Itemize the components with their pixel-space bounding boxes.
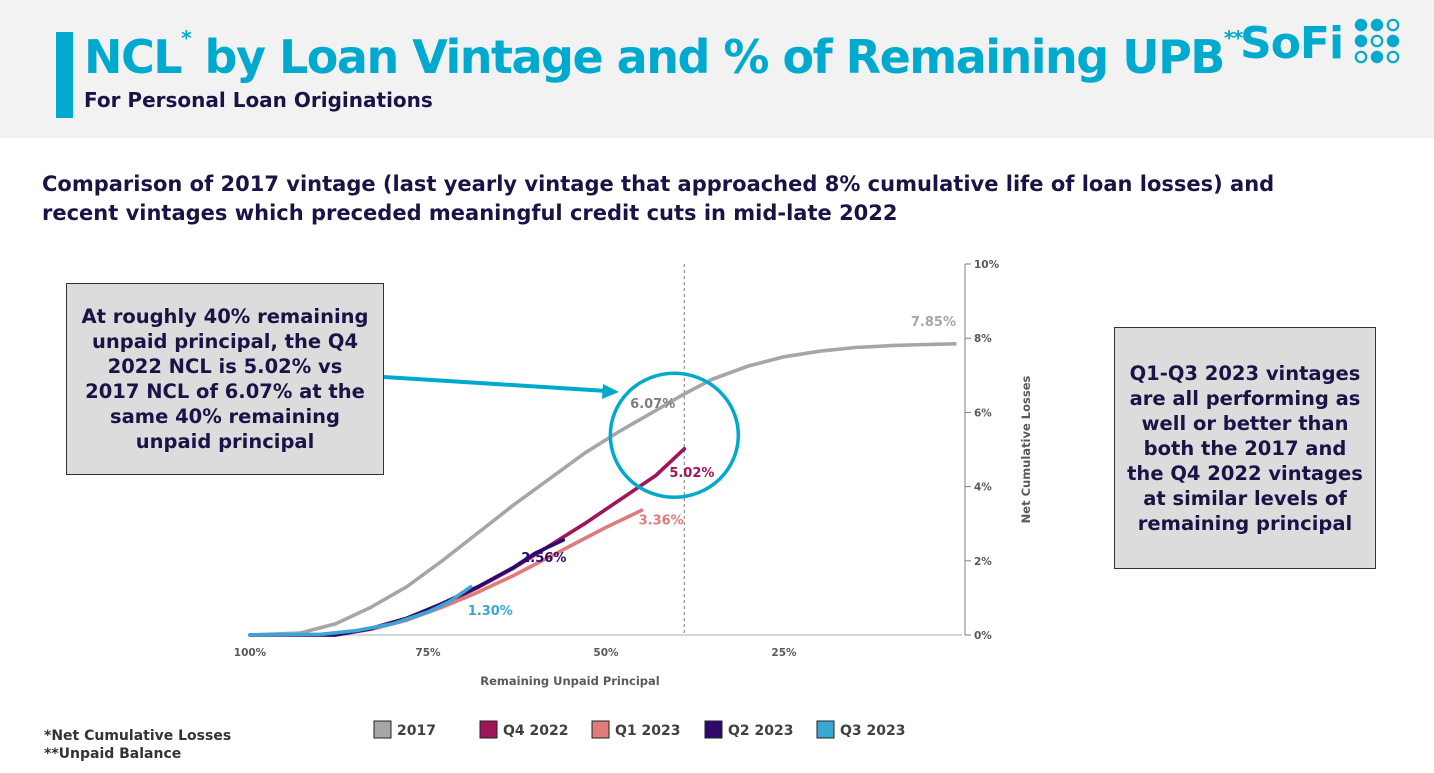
page-subtitle: For Personal Loan Originations — [84, 88, 433, 112]
callout-arrow-head — [602, 384, 619, 399]
footnote-ncl: *Net Cumulative Losses — [44, 728, 232, 744]
page-title: NCL* by Loan Vintage and % of Remaining … — [84, 26, 1243, 84]
header-band — [0, 0, 1434, 138]
legend-swatch-q2-2023 — [704, 720, 723, 739]
legend-label-q4-2022: Q4 2022 — [503, 723, 568, 739]
series-line-2017 — [248, 341, 957, 637]
footnotes: *Net Cumulative Losses **Unpaid Balance — [44, 727, 231, 763]
legend-label-2017: 2017 — [397, 723, 436, 739]
data-label-q1-2023: 3.36% — [639, 513, 684, 528]
callout-right: Q1-Q3 2023 vintages are all performing a… — [1114, 327, 1376, 569]
legend-swatch-q4-2022 — [479, 720, 498, 739]
legend-swatch-q1-2023 — [591, 720, 610, 739]
data-label-2017: 7.85% — [911, 315, 956, 330]
x-tick-label: 50% — [593, 647, 619, 659]
chart-heading: Comparison of 2017 vintage (last yearly … — [42, 172, 1275, 225]
callout-left: At roughly 40% remaining unpaid principa… — [66, 283, 384, 475]
y-tick-label: 6% — [974, 407, 992, 419]
y-tick-label: 10% — [974, 259, 1000, 271]
y-tick-label: 8% — [974, 333, 992, 345]
data-label-q3-2023: 1.30% — [468, 604, 513, 619]
data-label-q4-2022: 5.02% — [669, 466, 714, 481]
sofi-dots-icon — [1353, 17, 1401, 69]
x-axis-title: Remaining Unpaid Principal — [480, 674, 660, 688]
y-axis-title: Net Cumulative Losses — [1019, 375, 1033, 523]
logo-text: SoFi — [1240, 17, 1344, 69]
title-accent-bar — [56, 32, 73, 118]
annotation-label: 6.07% — [630, 397, 675, 412]
series-line-q3-2023 — [248, 584, 473, 637]
legend-label-q2-2023: Q2 2023 — [728, 723, 793, 739]
y-tick-label: 2% — [974, 556, 992, 568]
sofi-logo: SoFi — [1240, 16, 1401, 70]
data-label-q2-2023: 2.56% — [521, 551, 566, 566]
series-line-q1-2023 — [248, 508, 644, 637]
legend-label-q3-2023: Q3 2023 — [840, 723, 905, 739]
x-tick-label: 100% — [234, 647, 267, 659]
highlight-circle — [608, 371, 741, 499]
legend-swatch-q3-2023 — [816, 720, 835, 739]
x-tick-label: 75% — [415, 647, 441, 659]
legend-swatch-2017 — [373, 720, 392, 739]
legend-label-q1-2023: Q1 2023 — [615, 723, 680, 739]
y-tick-label: 0% — [974, 630, 992, 642]
y-tick-label: 4% — [974, 482, 992, 494]
footnote-upb: **Unpaid Balance — [44, 746, 182, 762]
callout-arrow-line — [383, 375, 608, 393]
x-tick-label: 25% — [771, 647, 797, 659]
